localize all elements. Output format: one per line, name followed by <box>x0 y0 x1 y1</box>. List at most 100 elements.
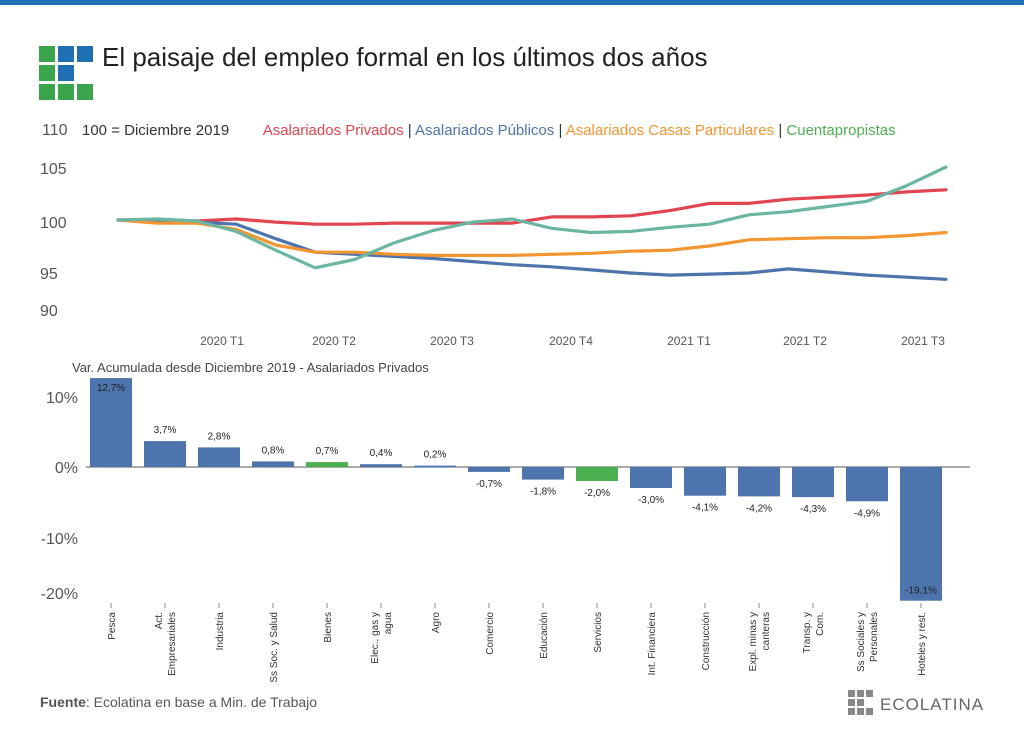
source-label: Fuente <box>40 694 86 710</box>
category-label-line: Empresariales <box>167 612 178 676</box>
bar-value-label: -3,0% <box>638 495 664 506</box>
x-tick-label: 2020 T2 <box>312 334 356 348</box>
bar <box>306 462 348 467</box>
bar <box>576 467 618 481</box>
bar <box>792 467 834 498</box>
bar <box>630 467 672 488</box>
x-tick-label: 2020 T4 <box>549 334 593 348</box>
series-line <box>116 165 948 270</box>
category-label: Construcción <box>701 612 712 670</box>
series-line <box>116 218 948 257</box>
category-label-line: Personales <box>869 612 880 662</box>
category-label-line: Com. <box>815 612 826 636</box>
x-tick-label: 2020 T3 <box>430 334 474 348</box>
y-tick-label: 105 <box>40 161 67 178</box>
category-label-line: Ss Sociales y <box>856 612 867 672</box>
bar-value-label: -4,2% <box>746 503 772 514</box>
category-label: Industria <box>215 612 226 651</box>
x-tick-label: 2020 T1 <box>200 334 244 348</box>
category-label-line: Educación <box>539 612 550 659</box>
legend-separator: | <box>558 122 563 139</box>
category-label-line: Elec., gas y <box>370 612 381 664</box>
category-label-line: Bienes <box>323 612 334 643</box>
y-tick-label: 110 <box>42 122 68 139</box>
y-tick-label: 100 <box>40 215 67 232</box>
category-label-line: Hoteles y rest. <box>917 612 928 676</box>
bar <box>846 467 888 502</box>
category-label: Transp. y Com. <box>802 612 826 653</box>
y-tick-label: -20% <box>41 586 78 603</box>
bar-value-label: 0,7% <box>316 446 339 457</box>
category-label-line: Construcción <box>701 612 712 670</box>
category-label-line: Expl. minas y <box>748 612 759 671</box>
bar <box>90 378 132 467</box>
category-label-line: Comercio <box>485 612 496 655</box>
bar-value-label: 0,8% <box>262 445 285 456</box>
bar-chart-subtitle: Var. Acumulada desde Diciembre 2019 - As… <box>72 360 429 375</box>
y-tick-label: 95 <box>40 266 58 283</box>
category-label: Elec., gas y agua <box>370 612 394 664</box>
legend-item-cuentapropistas: Cuentapropistas <box>786 122 896 139</box>
bar-value-label: -1,8% <box>530 487 556 498</box>
x-tick-label: 2021 T3 <box>901 334 945 348</box>
bar-value-label: -0,7% <box>476 479 502 490</box>
bar-value-label: -19,1% <box>905 586 937 597</box>
bar-chart: 10% 0% -10% -20% 12,7% Pesca 3,7% Act. Empresari… <box>41 378 970 683</box>
series-line <box>116 188 948 226</box>
bar-value-label: -4,3% <box>800 504 826 515</box>
legend-separator: | <box>778 122 783 139</box>
bar-value-label: 0,2% <box>424 450 447 461</box>
bar <box>684 467 726 496</box>
source-note: Fuente: Ecolatina en base a Min. de Trab… <box>40 694 317 710</box>
category-label-line: canteras <box>761 612 772 650</box>
category-label-line: agua <box>383 612 394 635</box>
category-label-line: Agro <box>431 612 442 634</box>
bar <box>198 447 240 467</box>
category-label: Ss Sociales y Personales <box>856 612 880 672</box>
bar-value-label: 12,7% <box>97 383 125 394</box>
legend-item-privados: Asalariados Privados <box>262 122 404 139</box>
y-tick-label: 90 <box>40 303 58 320</box>
y-tick-label: -10% <box>41 531 78 548</box>
category-label-line: Act. <box>154 612 165 629</box>
legend-item-casas: Asalariados Casas Particulares <box>565 122 775 139</box>
bar <box>252 461 294 467</box>
category-label: Agro <box>431 612 442 634</box>
bar <box>900 467 942 601</box>
category-label: Servicios <box>593 612 604 653</box>
bar-value-label: -4,1% <box>692 503 718 514</box>
line-legend: 100 = Diciembre 2019 Asalariados Privado… <box>82 122 896 139</box>
line-chart: 105 100 95 90 2020 T1 2020 T2 2020 T3 2020 T4 20… <box>40 161 948 348</box>
category-label-line: Servicios <box>593 612 604 653</box>
legend-item-publicos: Asalariados Públicos <box>415 122 555 139</box>
bar-value-label: 2,8% <box>208 431 231 442</box>
bar-value-label: -2,0% <box>584 488 610 499</box>
bar <box>468 467 510 472</box>
category-label: Expl. minas y canteras <box>748 612 772 671</box>
category-label-line: Industria <box>215 612 226 651</box>
category-label: Hoteles y rest. <box>917 612 928 676</box>
source-text: : Ecolatina en base a Min. de Trabajo <box>85 694 318 710</box>
bar-value-label: 0,4% <box>370 448 393 459</box>
category-label-line: Ss Soc. y Salud <box>269 612 280 683</box>
ecolatina-logo-icon <box>848 690 874 721</box>
category-label: Comercio <box>485 612 496 655</box>
legend-separator: | <box>407 122 412 139</box>
bar <box>144 441 186 467</box>
bar <box>522 467 564 480</box>
base-label: 100 = Diciembre 2019 <box>82 122 230 139</box>
x-tick-label: 2021 T1 <box>667 334 711 348</box>
bar <box>414 465 456 468</box>
bar-value-label: -4,9% <box>854 508 880 519</box>
bar <box>738 467 780 497</box>
series-line <box>116 218 948 281</box>
category-label: Int. Financiera <box>647 612 658 676</box>
y-tick-label: 0% <box>55 460 78 477</box>
category-label: Pesca <box>107 612 118 640</box>
category-label-line: Pesca <box>107 612 118 640</box>
category-label: Educación <box>539 612 550 659</box>
y-tick-label: 10% <box>46 390 78 407</box>
category-label-line: Transp. y <box>802 612 813 653</box>
category-label: Ss Soc. y Salud <box>269 612 280 683</box>
x-tick-label: 2021 T2 <box>783 334 827 348</box>
